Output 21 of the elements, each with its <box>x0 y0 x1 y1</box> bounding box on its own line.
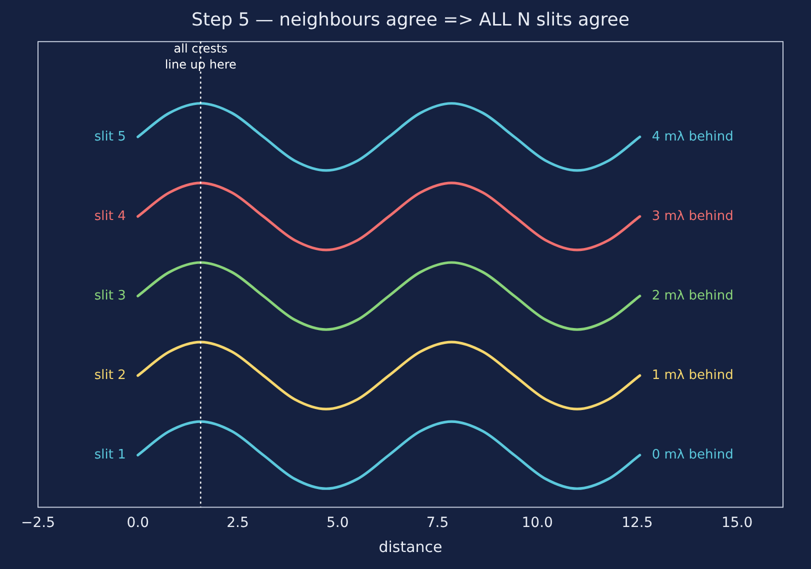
annotation: 4 mλ behind <box>652 129 734 144</box>
series-label: slit 2 <box>94 368 126 383</box>
x-tick-label: −2.5 <box>21 515 55 532</box>
annotation: 0 mλ behind <box>652 447 734 462</box>
series-label: slit 4 <box>94 208 126 224</box>
x-tick-label: 5.0 <box>326 515 349 532</box>
x-tick-label: 7.5 <box>426 515 449 532</box>
annotation: 3 mλ behind <box>652 208 734 224</box>
annotation: 2 mλ behind <box>652 288 734 304</box>
x-tick-label: 2.5 <box>226 515 249 532</box>
series-label: slit 3 <box>94 288 126 304</box>
x-tick-label: 0.0 <box>126 515 149 532</box>
chart-title: Step 5 — neighbours agree => ALL N slits agree <box>192 9 630 30</box>
series-label: slit 1 <box>94 447 126 462</box>
annotation: 1 mλ behind <box>652 368 734 383</box>
x-axis-title: distance <box>378 538 442 556</box>
x-tick-label: 12.5 <box>622 515 653 532</box>
x-tick-label: 10.0 <box>522 515 553 532</box>
x-tick-label: 15.0 <box>721 515 753 532</box>
series-label: slit 5 <box>94 129 126 144</box>
ref-line-label: all crests line up here <box>164 42 236 72</box>
